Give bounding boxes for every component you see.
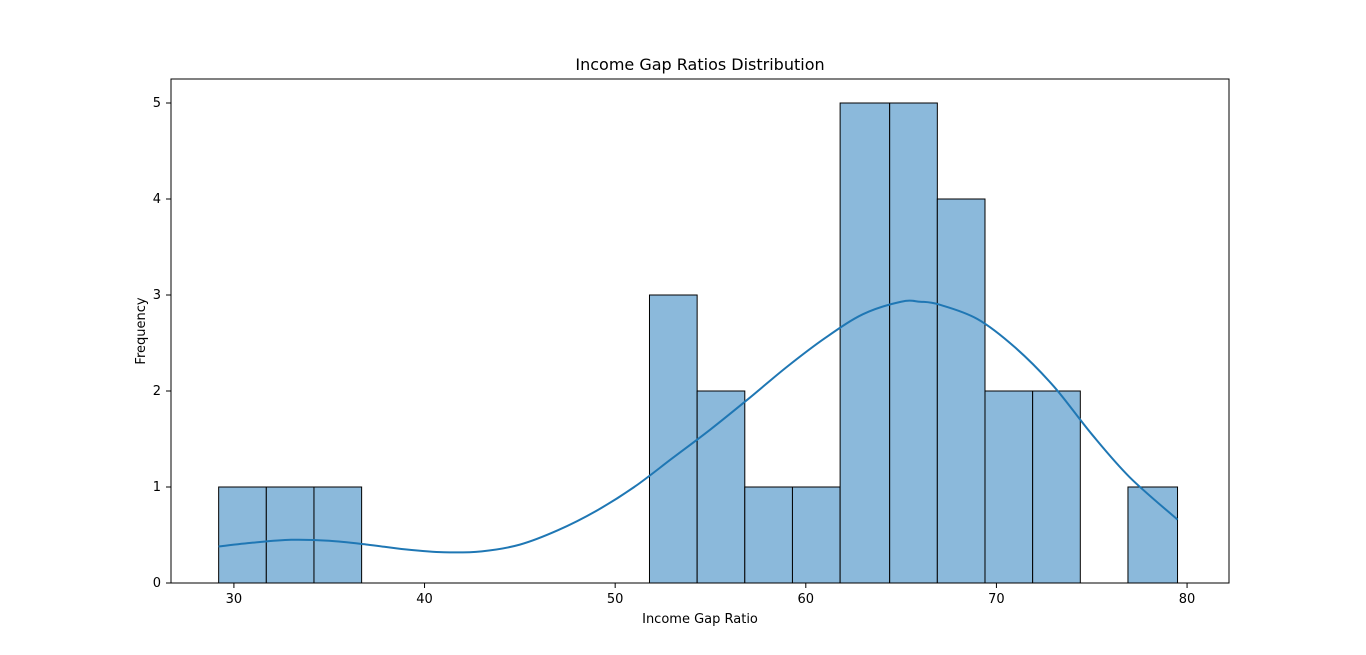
- y-tick-label: 5: [153, 96, 161, 111]
- y-tick-label: 4: [153, 192, 161, 207]
- histogram-bar: [313, 486, 363, 584]
- x-axis-ticks: 30 40 50 60 70 80: [226, 583, 1196, 607]
- histogram-bar: [1032, 390, 1081, 584]
- y-tick-label: 0: [153, 576, 161, 591]
- histogram-bar: [936, 198, 986, 584]
- histogram-bar: [839, 102, 891, 584]
- x-tick-label: 60: [798, 592, 815, 607]
- bars-group: [218, 102, 1179, 584]
- histogram-bar: [984, 390, 1034, 584]
- chart-title: Income Gap Ratios Distribution: [575, 55, 824, 74]
- y-tick-label: 1: [153, 480, 161, 495]
- histogram-bar: [265, 486, 315, 584]
- x-tick-label: 50: [607, 592, 624, 607]
- histogram-bar: [648, 294, 698, 584]
- histogram-bar: [1127, 486, 1179, 584]
- y-tick-label: 2: [153, 384, 161, 399]
- x-tick-label: 70: [988, 592, 1005, 607]
- x-axis-label: Income Gap Ratio: [642, 612, 758, 627]
- y-axis-ticks: 0 1 2 3 4 5: [153, 96, 171, 591]
- y-axis-label: Frequency: [134, 297, 149, 364]
- histogram-bar: [791, 486, 841, 584]
- x-tick-label: 40: [416, 592, 433, 607]
- y-tick-label: 3: [153, 288, 161, 303]
- x-tick-label: 80: [1179, 592, 1196, 607]
- histogram-bar: [696, 390, 746, 584]
- x-tick-label: 30: [226, 592, 243, 607]
- histogram-bar: [889, 102, 938, 584]
- kde-line: [218, 299, 1179, 554]
- histogram-bar: [744, 486, 793, 584]
- plot-frame: [170, 78, 1230, 584]
- histogram-bar: [218, 486, 267, 584]
